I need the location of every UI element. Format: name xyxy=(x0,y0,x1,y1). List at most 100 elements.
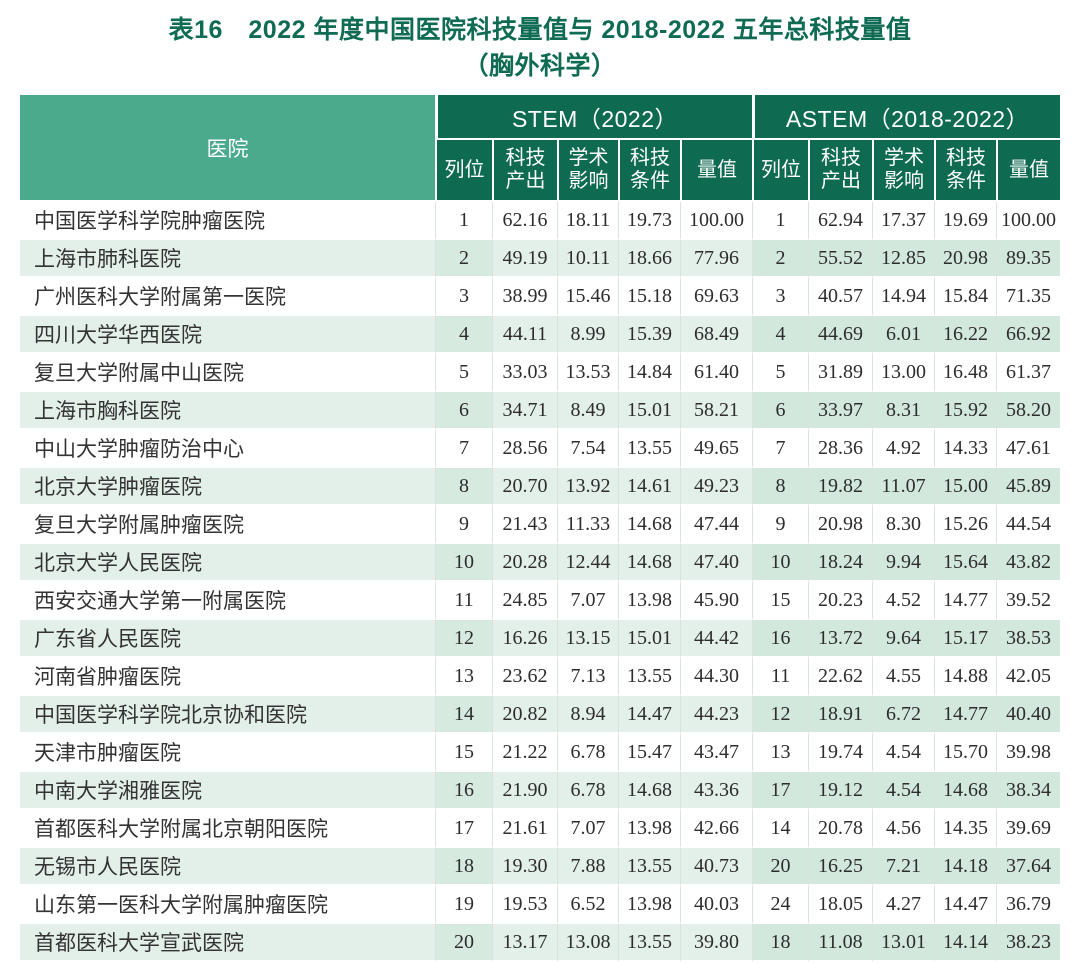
astem-output-cell: 20.78 xyxy=(807,810,872,848)
stem-impact-cell: 6.52 xyxy=(556,886,618,924)
astem-conditions-cell: 14.14 xyxy=(933,924,996,962)
astem-rank-cell: 8 xyxy=(751,468,808,506)
stem-output-cell: 38.99 xyxy=(491,278,557,316)
stem-impact-cell: 15.46 xyxy=(556,278,618,316)
stem-impact-cell: 7.07 xyxy=(556,582,618,620)
stem-rank-cell: 11 xyxy=(434,582,492,620)
stem-value-cell: 43.36 xyxy=(679,772,752,810)
table-row: 复旦大学附属中山医院 5 33.03 13.53 14.84 61.40 5 31.89 13.… xyxy=(19,354,1061,392)
stem-value-cell: 42.66 xyxy=(679,810,752,848)
stem-output-cell: 20.82 xyxy=(491,696,557,734)
astem-rank-cell: 15 xyxy=(751,582,808,620)
astem-value-cell: 39.98 xyxy=(995,734,1061,772)
astem-rank-cell: 24 xyxy=(751,886,808,924)
hospital-name-cell: 河南省肿瘤医院 xyxy=(19,658,435,696)
stem-impact-cell: 8.49 xyxy=(556,392,618,430)
hospital-name-cell: 上海市胸科医院 xyxy=(19,392,435,430)
stem-value-cell: 58.21 xyxy=(679,392,752,430)
astem-output-cell: 20.98 xyxy=(807,506,872,544)
hospital-name-cell: 首都医科大学宣武医院 xyxy=(19,924,435,962)
stem-impact-cell: 18.11 xyxy=(556,202,618,240)
stem-impact-cell: 13.15 xyxy=(556,620,618,658)
hospital-name-cell: 中山大学肿瘤防治中心 xyxy=(19,430,435,468)
table-row: 山东第一医科大学附属肿瘤医院 19 19.53 6.52 13.98 40.03 24 18.… xyxy=(19,886,1061,924)
stem-output-header: 科技产出 xyxy=(491,140,557,202)
astem-output-header: 科技产出 xyxy=(807,140,872,202)
astem-conditions-cell: 14.33 xyxy=(933,430,996,468)
stem-rank-cell: 15 xyxy=(434,734,492,772)
title-line-1: 表16 2022 年度中国医院科技量值与 2018-2022 五年总科技量值 xyxy=(168,16,912,44)
astem-impact-cell: 13.00 xyxy=(871,354,934,392)
astem-output-cell: 20.23 xyxy=(807,582,872,620)
astem-impact-cell: 4.92 xyxy=(871,430,934,468)
stem-rank-cell: 1 xyxy=(434,202,492,240)
stem-rank-cell: 10 xyxy=(434,544,492,582)
astem-conditions-cell: 15.17 xyxy=(933,620,996,658)
stem-conditions-cell: 14.47 xyxy=(617,696,680,734)
astem-rank-cell: 20 xyxy=(751,848,808,886)
stem-conditions-cell: 13.98 xyxy=(617,810,680,848)
stem-conditions-cell: 13.55 xyxy=(617,924,680,962)
stem-value-cell: 68.49 xyxy=(679,316,752,354)
stem-impact-cell: 8.94 xyxy=(556,696,618,734)
stem-rank-cell: 16 xyxy=(434,772,492,810)
stem-output-cell: 21.61 xyxy=(491,810,557,848)
astem-value-cell: 47.61 xyxy=(995,430,1061,468)
stem-rank-cell: 17 xyxy=(434,810,492,848)
astem-output-cell: 18.24 xyxy=(807,544,872,582)
table-row: 西安交通大学第一附属医院 11 24.85 7.07 13.98 45.90 15 20.23… xyxy=(19,582,1061,620)
astem-output-cell: 62.94 xyxy=(807,202,872,240)
table-title: 表16 2022 年度中国医院科技量值与 2018-2022 五年总科技量值 （… xyxy=(0,13,1080,84)
astem-impact-cell: 4.55 xyxy=(871,658,934,696)
astem-rank-cell: 1 xyxy=(751,202,808,240)
stem-impact-cell: 6.78 xyxy=(556,772,618,810)
astem-conditions-cell: 14.88 xyxy=(933,658,996,696)
stem-conditions-cell: 14.68 xyxy=(617,544,680,582)
astem-impact-cell: 7.21 xyxy=(871,848,934,886)
stem-output-cell: 33.03 xyxy=(491,354,557,392)
table-row: 首都医科大学宣武医院 20 13.17 13.08 13.55 39.80 18 11.08 1… xyxy=(19,924,1061,962)
astem-value-cell: 44.54 xyxy=(995,506,1061,544)
astem-conditions-cell: 20.98 xyxy=(933,240,996,278)
stem-rank-cell: 12 xyxy=(434,620,492,658)
astem-value-cell: 37.64 xyxy=(995,848,1061,886)
astem-value-cell: 71.35 xyxy=(995,278,1061,316)
stem-rank-cell: 8 xyxy=(434,468,492,506)
stem-conditions-cell: 19.73 xyxy=(617,202,680,240)
astem-value-cell: 39.52 xyxy=(995,582,1061,620)
stem-conditions-cell: 13.98 xyxy=(617,582,680,620)
hospital-name-cell: 复旦大学附属中山医院 xyxy=(19,354,435,392)
astem-output-cell: 19.12 xyxy=(807,772,872,810)
astem-impact-cell: 11.07 xyxy=(871,468,934,506)
astem-rank-cell: 14 xyxy=(751,810,808,848)
astem-value-cell: 39.69 xyxy=(995,810,1061,848)
hospital-name-cell: 山东第一医科大学附属肿瘤医院 xyxy=(19,886,435,924)
astem-rank-cell: 12 xyxy=(751,696,808,734)
stem-impact-cell: 11.33 xyxy=(556,506,618,544)
table-row: 上海市肺科医院 2 49.19 10.11 18.66 77.96 2 55.52 12.85 2… xyxy=(19,240,1061,278)
stem-value-cell: 44.23 xyxy=(679,696,752,734)
astem-output-cell: 11.08 xyxy=(807,924,872,962)
hospital-name-cell: 广州医科大学附属第一医院 xyxy=(19,278,435,316)
stem-rank-header: 列位 xyxy=(434,140,492,202)
hospital-name-cell: 复旦大学附属肿瘤医院 xyxy=(19,506,435,544)
astem-conditions-cell: 14.35 xyxy=(933,810,996,848)
astem-conditions-cell: 16.48 xyxy=(933,354,996,392)
astem-value-header: 量值 xyxy=(995,140,1061,202)
astem-output-cell: 40.57 xyxy=(807,278,872,316)
astem-value-cell: 89.35 xyxy=(995,240,1061,278)
stem-output-cell: 24.85 xyxy=(491,582,557,620)
astem-impact-cell: 4.54 xyxy=(871,772,934,810)
stem-value-cell: 45.90 xyxy=(679,582,752,620)
astem-conditions-cell: 14.18 xyxy=(933,848,996,886)
astem-rank-cell: 17 xyxy=(751,772,808,810)
stem-output-cell: 20.70 xyxy=(491,468,557,506)
stem-value-header: 量值 xyxy=(679,140,752,202)
astem-conditions-cell: 14.77 xyxy=(933,696,996,734)
stem-conditions-cell: 14.61 xyxy=(617,468,680,506)
stem-impact-cell: 13.53 xyxy=(556,354,618,392)
stem-value-cell: 44.30 xyxy=(679,658,752,696)
hospital-name-cell: 北京大学肿瘤医院 xyxy=(19,468,435,506)
stem-rank-cell: 6 xyxy=(434,392,492,430)
astem-output-cell: 16.25 xyxy=(807,848,872,886)
